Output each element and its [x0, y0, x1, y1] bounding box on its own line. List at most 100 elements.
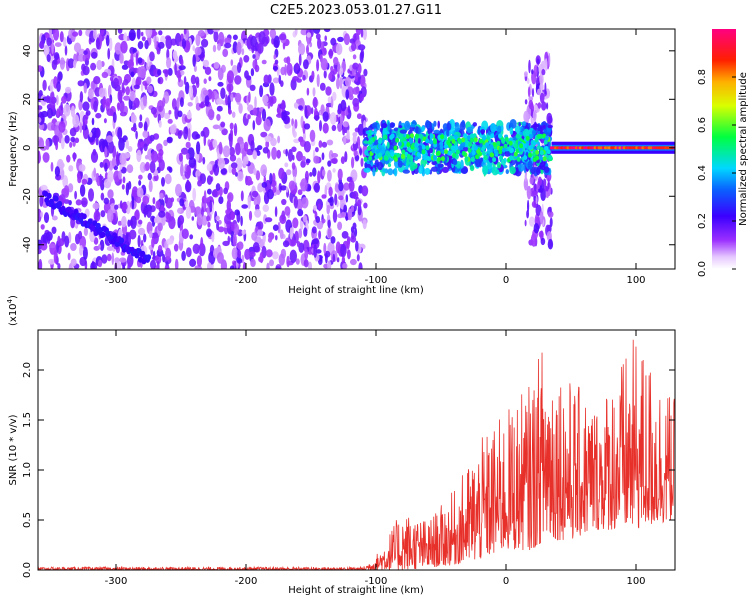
spectrogram-cell: [360, 76, 366, 86]
spectrogram-cell: [259, 85, 264, 98]
spectrogram-cell: [327, 219, 331, 229]
spectrogram-cell: [501, 147, 506, 153]
spectrogram-cell: [300, 160, 306, 168]
spectrogram-cell: [130, 71, 135, 78]
spectrogram-cell: [316, 74, 320, 87]
spectrogram-cell: [133, 84, 140, 90]
spectrogram-cell: [237, 241, 244, 250]
spectrogram-cell: [113, 165, 119, 171]
spectrogram-cell: [165, 211, 169, 220]
spectrogram-cell: [48, 258, 55, 265]
spectrogram-cell: [312, 167, 317, 177]
spectrogram-cell: [303, 59, 309, 70]
spectrogram-cell: [459, 121, 466, 131]
spectrogram-cell: [209, 199, 213, 213]
spectrogram-cell: [537, 130, 541, 135]
spectrogram-cell: [493, 149, 498, 155]
spectrogram-cell: [537, 88, 541, 96]
spectrogram-cell: [104, 162, 108, 172]
spectrogram-cell: [393, 167, 398, 177]
spectrogram-cell: [64, 235, 70, 248]
spectrogram-cell: [174, 258, 179, 269]
spectrogram-cell: [499, 155, 504, 161]
spectrogram-cell: [60, 137, 65, 150]
spectrogram-cell: [303, 259, 309, 268]
spectrogram-cell: [301, 155, 306, 162]
spectrogram-cell: [40, 211, 43, 218]
spectrogram-cell: [486, 144, 491, 150]
spectrogram-cell: [145, 161, 150, 171]
spectrogram-cell: [478, 151, 483, 157]
spectrogram-cell: [158, 159, 165, 172]
spectrogram-cell: [495, 169, 500, 175]
spectrogram-cell: [119, 200, 123, 209]
spectrogram-cell: [39, 194, 44, 207]
spectrogram-cell: [77, 80, 85, 87]
spectrogram-cell: [473, 137, 478, 143]
spectrogram-cell: [52, 215, 58, 221]
spectrogram-cell: [513, 143, 518, 149]
spectrogram-cell: [528, 59, 531, 74]
spectrogram-cell: [220, 168, 227, 175]
snr-x-tick-label: -200: [235, 576, 258, 587]
spectrogram-cell: [490, 133, 495, 139]
spectrogram-cell: [528, 99, 534, 110]
snr-x-tick-label: -100: [365, 576, 388, 587]
spectrogram-cell: [261, 59, 267, 65]
spectrogram-cell: [452, 152, 457, 158]
spectrogram-cell: [67, 252, 71, 261]
spectrogram-cell: [295, 62, 299, 71]
spectrogram-cell: [303, 227, 308, 237]
spectrogram-cell: [253, 168, 257, 176]
spectrogram-cell: [321, 194, 327, 199]
spectrogram-cell: [544, 166, 550, 174]
spectrogram-cell: [111, 252, 115, 265]
spectrogram-cell: [316, 59, 320, 72]
spectrogram-cell: [547, 124, 553, 129]
spectrogram-cell: [158, 210, 166, 218]
spectrogram-cell: [202, 156, 206, 165]
spectrogram-cell: [121, 82, 125, 93]
spectrogram-cell: [121, 215, 127, 228]
spectrogram-y-tick-label: -40: [22, 237, 33, 253]
spectrogram-cell: [42, 152, 50, 163]
spectrogram-cell: [165, 247, 172, 260]
spectrogram-cell: [234, 209, 240, 216]
spectrogram-cell: [376, 161, 384, 171]
spectrogram-cell: [183, 126, 189, 140]
spectrogram-cell: [234, 92, 242, 103]
spectrogram-cell: [166, 137, 173, 144]
snr-y-tick-label: 0.5: [22, 512, 33, 528]
spectrogram-cell: [307, 184, 312, 192]
spectrogram-cell: [306, 87, 310, 96]
spectrogram-cell: [170, 197, 175, 203]
spectrogram-cell: [78, 29, 83, 37]
spectrogram-cell: [212, 124, 220, 130]
spectrogram-cell: [386, 141, 390, 149]
spectrogram-cell: [179, 198, 185, 207]
spectrogram-cell: [121, 202, 128, 211]
spectrogram-cell: [544, 135, 549, 141]
spectrogram-cell: [40, 242, 48, 251]
spectrogram-cell: [363, 167, 371, 173]
spectrogram-cell: [504, 136, 509, 142]
spectrogram-cell: [312, 87, 316, 97]
spectrogram-cell: [543, 139, 548, 145]
spectrogram-cell: [149, 51, 155, 62]
spectrogram-cell: [352, 62, 359, 70]
spectrogram-cell: [461, 150, 466, 156]
spectrogram-cell: [178, 152, 183, 162]
spectrogram-cell: [362, 29, 367, 40]
colorbar-tick-label: 0.6: [697, 117, 708, 133]
spectrogram-cell: [82, 121, 86, 131]
spectrogram-cell: [437, 120, 441, 129]
snr-y-ticks: 0.0 0.5 1.0 1.5 2.0: [22, 362, 675, 578]
spectrogram-cell: [273, 54, 277, 60]
spectrogram-cell: [125, 139, 129, 149]
spectrogram-cell: [446, 129, 450, 137]
spectrogram-cell: [323, 70, 327, 79]
spectrogram-cell: [212, 44, 217, 53]
spectrogram-cell: [246, 180, 254, 186]
spectrogram-cell: [332, 168, 336, 173]
spectrogram-cell: [225, 94, 228, 106]
